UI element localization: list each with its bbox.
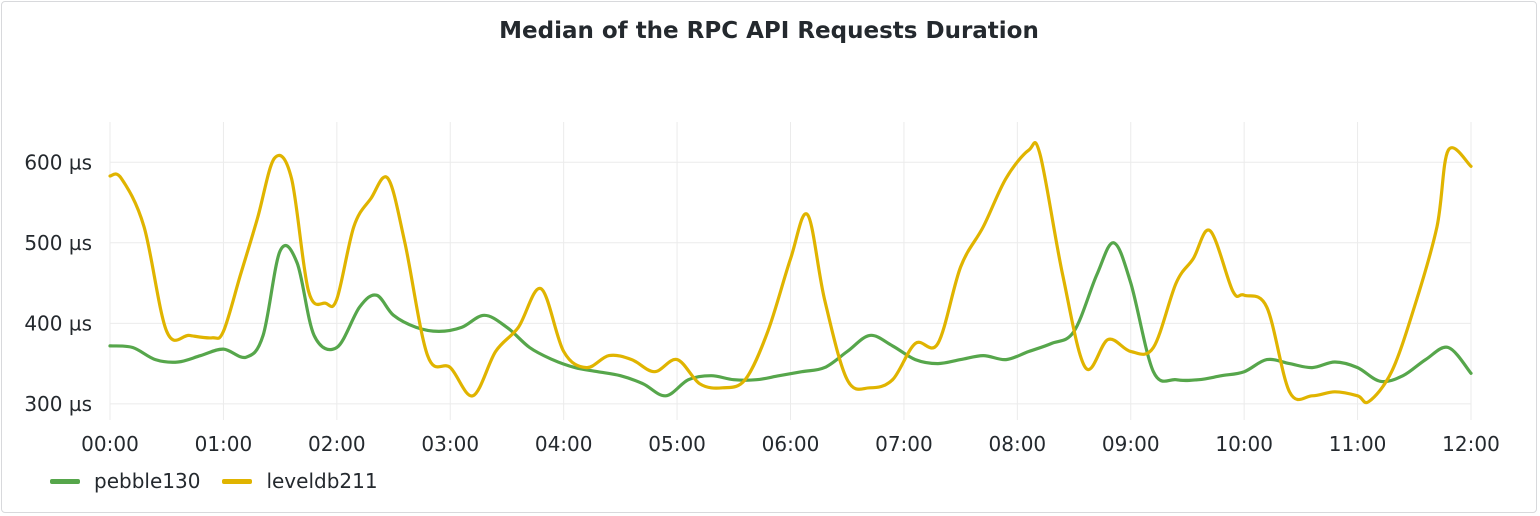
legend-label-pebble130: pebble130 <box>94 469 201 493</box>
legend-swatch-pebble130 <box>50 478 80 484</box>
y-tick-label: 300 µs <box>24 392 92 416</box>
series-line-pebble130 <box>108 241 1473 398</box>
x-tick-label: 08:00 <box>989 432 1047 456</box>
x-tick-label: 03:00 <box>421 432 479 456</box>
x-tick-label: 02:00 <box>308 432 366 456</box>
x-tick-label: 07:00 <box>875 432 933 456</box>
x-tick-label: 00:00 <box>81 432 139 456</box>
x-tick-label: 06:00 <box>762 432 820 456</box>
legend-swatch-leveldb211 <box>222 478 253 484</box>
legend-item-pebble130[interactable]: pebble130 <box>50 469 200 493</box>
x-tick-label: 05:00 <box>648 432 706 456</box>
legend-item-leveldb211[interactable]: leveldb211 <box>222 469 378 493</box>
chart-title: Median of the RPC API Requests Duration <box>499 18 1039 44</box>
y-tick-label: 500 µs <box>24 231 92 255</box>
tick-layer: 00:00 01:00 02:00 03:00 04:00 05:00 06:00 07:00… <box>24 150 1500 456</box>
x-tick-label: 09:00 <box>1102 432 1160 456</box>
x-tick-label: 04:00 <box>535 432 593 456</box>
x-tick-label: 11:00 <box>1329 432 1387 456</box>
legend-label-leveldb211: leveldb211 <box>266 469 378 493</box>
y-tick-label: 600 µs <box>24 150 92 174</box>
series-layer <box>108 141 1473 405</box>
y-tick-label: 400 µs <box>24 311 92 335</box>
x-tick-label: 01:00 <box>195 432 253 456</box>
x-tick-label: 12:00 <box>1442 432 1500 456</box>
grid-layer <box>109 122 1472 420</box>
legend: pebble130 leveldb211 <box>50 468 400 494</box>
series-line-leveldb211 <box>108 141 1473 405</box>
x-tick-label: 10:00 <box>1215 432 1273 456</box>
